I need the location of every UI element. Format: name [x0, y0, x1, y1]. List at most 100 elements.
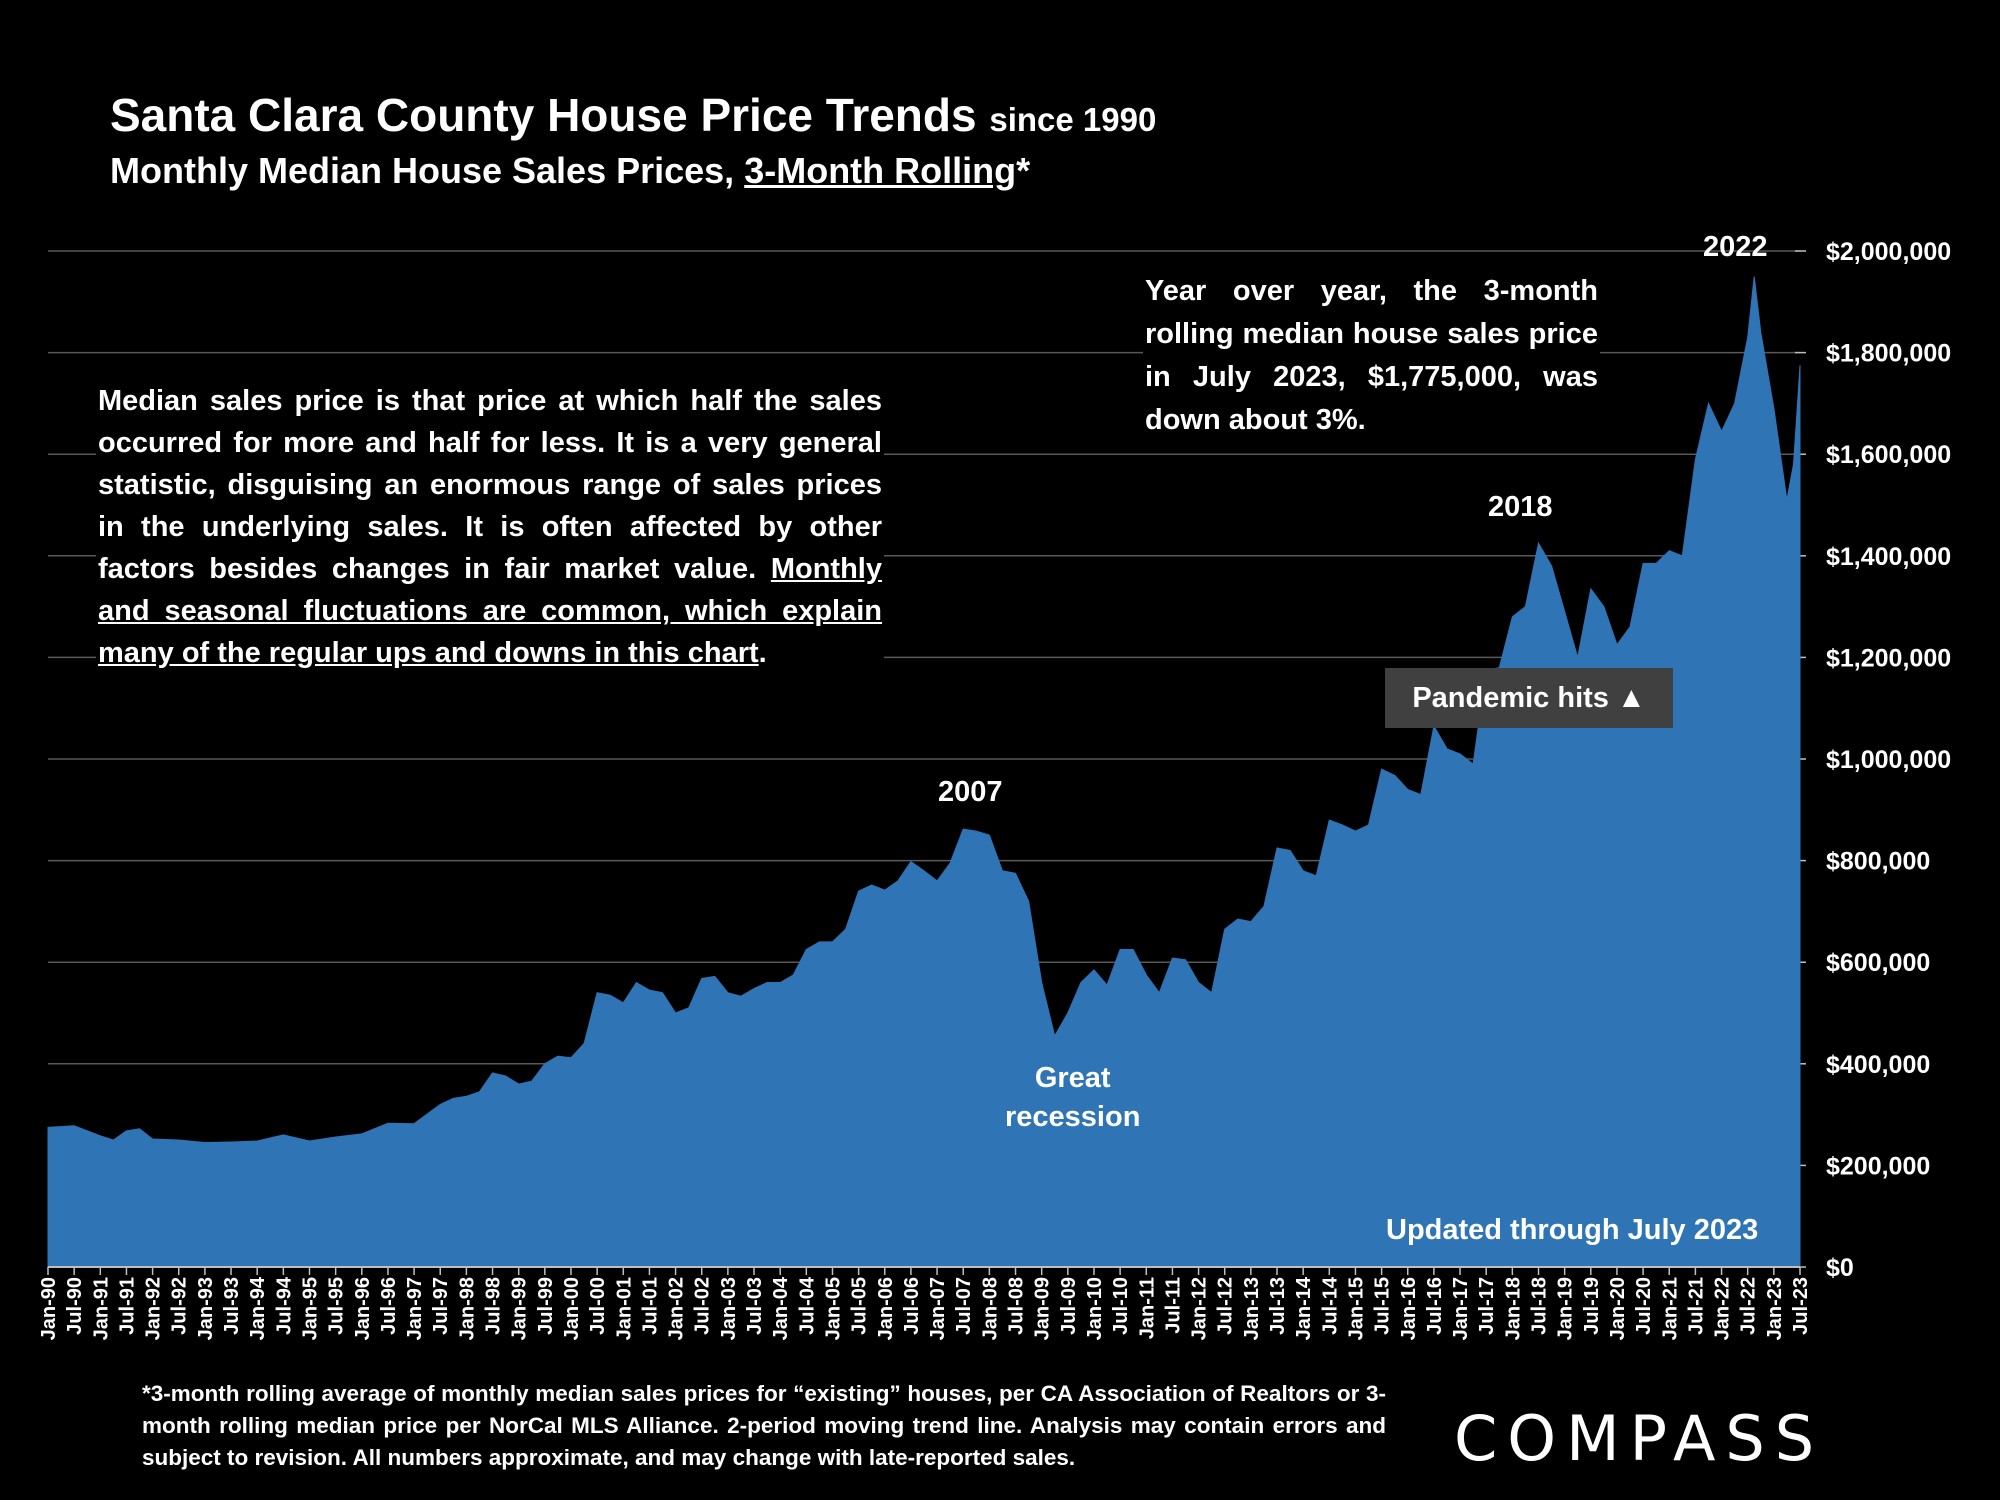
price-area	[47, 276, 1801, 1268]
y-tick-label: $400,000	[1826, 1051, 1930, 1079]
x-tick-label: Jul-14	[1319, 1276, 1341, 1335]
x-tick-label: Jul-99	[535, 1277, 557, 1335]
x-tick-label: Jan-94	[247, 1276, 269, 1340]
x-tick-label: Jan-99	[509, 1277, 531, 1340]
x-tick-label: Jan-17	[1450, 1277, 1472, 1340]
y-tick-label: $800,000	[1826, 848, 1930, 876]
x-tick-label: Jul-97	[430, 1277, 452, 1335]
x-tick-label: Jul-92	[169, 1277, 191, 1335]
x-tick-label: Jan-23	[1764, 1277, 1786, 1340]
x-tick-label: Jul-04	[796, 1276, 818, 1335]
y-tick-label: $200,000	[1826, 1152, 1930, 1180]
updated-through-label: Updated through July 2023	[1386, 1214, 1759, 1246]
chart-subtitle: Monthly Median House Sales Prices, 3-Mon…	[110, 150, 1030, 192]
great-recession-line-1: Great	[1034, 1062, 1111, 1094]
x-tick-label: Jan-93	[195, 1277, 217, 1340]
x-tick-label: Jan-16	[1398, 1277, 1420, 1340]
x-tick-label: Jan-12	[1189, 1277, 1211, 1340]
compass-logo: COMPASS	[1454, 1402, 1825, 1475]
x-tick-label: Jan-96	[352, 1277, 374, 1340]
x-tick-label: Jul-96	[378, 1277, 400, 1335]
x-tick-label: Jul-00	[587, 1277, 609, 1335]
x-tick-label: Jul-95	[326, 1277, 348, 1335]
note-left-plain: Median sales price is that price at whic…	[98, 385, 882, 585]
y-axis-labels: $0 $200,000 $400,000 $600,000 $800,000 $1,000…	[1826, 238, 1951, 1282]
x-tick-label: Jul-07	[953, 1277, 975, 1335]
x-tick-label: Jan-98	[456, 1277, 478, 1340]
y-tick-label: $1,400,000	[1826, 543, 1951, 571]
annotation-2007: 2007	[938, 776, 1003, 808]
x-tick-label: Jul-06	[901, 1277, 923, 1335]
y-tick-label: $1,600,000	[1826, 441, 1951, 469]
x-tick-label: Jan-13	[1241, 1277, 1263, 1340]
x-tick-label: Jan-10	[1084, 1277, 1106, 1340]
annotation-great-recession: Great recession	[1005, 1059, 1140, 1137]
x-tick-label: Jan-15	[1346, 1277, 1368, 1340]
x-tick-label: Jan-02	[666, 1277, 688, 1340]
x-tick-label: Jul-05	[849, 1277, 871, 1335]
x-tick-label: Jan-00	[561, 1277, 583, 1340]
x-tick-label: Jul-11	[1162, 1277, 1184, 1334]
note-left-underlined: Monthly and seasonal fluctuations are co…	[98, 553, 882, 669]
x-tick-label: Jan-19	[1555, 1277, 1577, 1340]
x-tick-label: Jan-91	[90, 1277, 112, 1340]
chart-title: Santa Clara County House Price Trends si…	[110, 88, 1156, 142]
x-tick-label: Jan-08	[979, 1277, 1001, 1340]
x-tick-label: Jul-09	[1058, 1277, 1080, 1335]
subtitle-prefix: Monthly Median House Sales Prices,	[110, 150, 735, 191]
x-tick-label: Jan-21	[1659, 1277, 1681, 1340]
x-tick-label: Jan-22	[1712, 1277, 1734, 1340]
y-tick-label: $1,200,000	[1826, 644, 1951, 672]
x-tick-label: Jan-03	[718, 1277, 740, 1340]
pandemic-hits-label: Pandemic hits ▲	[1385, 668, 1673, 728]
x-tick-label: Jan-04	[770, 1276, 792, 1340]
x-tick-label: Jan-14	[1293, 1276, 1315, 1340]
x-tick-label: Jul-90	[64, 1277, 86, 1335]
x-tick-label: Jan-05	[823, 1277, 845, 1340]
subtitle-underlined: 3-Month Rolling	[744, 150, 1017, 191]
annotation-2022: 2022	[1703, 231, 1768, 263]
x-tick-label: Jul-21	[1685, 1277, 1707, 1335]
y-tick-label: $600,000	[1826, 949, 1930, 977]
note-left-end: .	[758, 637, 767, 669]
x-tick-label: Jan-06	[875, 1277, 897, 1340]
x-tick-label: Jul-02	[692, 1277, 714, 1335]
x-tick-label: Jan-95	[300, 1277, 322, 1340]
yoy-note: Year over year, the 3-month rolling medi…	[1143, 270, 1600, 442]
footnote: *3-month rolling average of monthly medi…	[142, 1381, 1386, 1470]
x-tick-label: Jul-17	[1476, 1277, 1498, 1335]
x-tick-label: Jan-09	[1032, 1277, 1054, 1340]
area-series	[47, 276, 1801, 1268]
subtitle-suffix: *	[1016, 150, 1031, 191]
x-tick-label: Jul-13	[1267, 1277, 1289, 1335]
y-tick-label: $0	[1826, 1254, 1854, 1282]
x-tick-label: Jan-90	[38, 1277, 60, 1340]
x-tick-label: Jul-01	[639, 1277, 661, 1335]
x-tick-label: Jul-22	[1738, 1277, 1760, 1335]
y-tick-label: $1,800,000	[1826, 340, 1951, 368]
x-tick-label: Jul-12	[1215, 1277, 1237, 1335]
x-tick-label: Jul-98	[483, 1277, 505, 1335]
x-tick-label: Jan-18	[1502, 1277, 1524, 1340]
x-tick-label: Jan-92	[143, 1277, 165, 1340]
chart-title-suffix: since 1990	[989, 101, 1157, 138]
chart-title-main: Santa Clara County House Price Trends	[110, 89, 977, 141]
x-tick-label: Jul-16	[1424, 1277, 1446, 1335]
great-recession-line-2: recession	[1005, 1101, 1141, 1133]
y-tick-label: $2,000,000	[1826, 238, 1951, 266]
x-tick-label: Jul-03	[744, 1277, 766, 1335]
x-tick-label: Jan-01	[613, 1277, 635, 1340]
x-tick-label: Jul-23	[1790, 1277, 1812, 1335]
x-tick-label: Jul-10	[1110, 1277, 1132, 1335]
y-tick-label: $1,000,000	[1826, 746, 1951, 774]
x-tick-label: Jan-07	[927, 1277, 949, 1340]
x-tick-label: Jan-97	[404, 1277, 426, 1340]
x-tick-label: Jul-15	[1372, 1277, 1394, 1335]
x-tick-label: Jan-20	[1607, 1277, 1629, 1340]
annotation-2018: 2018	[1488, 491, 1553, 523]
x-tick-label: Jan-11	[1136, 1277, 1158, 1339]
x-tick-label: Jul-08	[1006, 1277, 1028, 1335]
median-explanation-note: Median sales price is that price at whic…	[96, 380, 884, 674]
x-tick-label: Jul-94	[273, 1276, 295, 1335]
